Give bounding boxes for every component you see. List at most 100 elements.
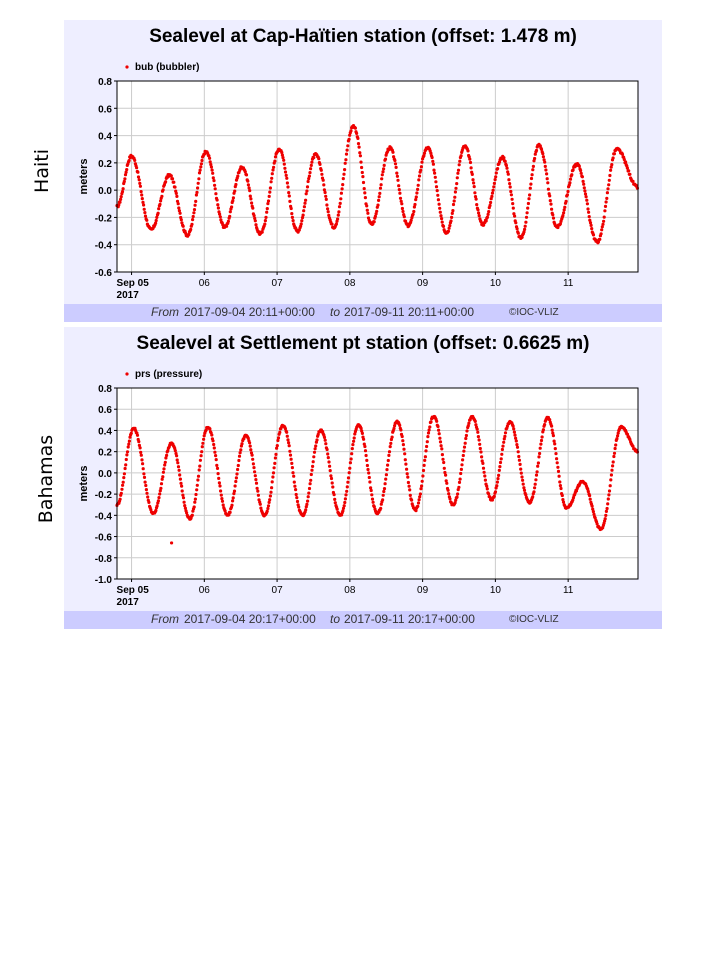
data-point bbox=[347, 471, 351, 475]
data-point bbox=[585, 198, 589, 202]
data-point bbox=[197, 171, 202, 175]
data-point bbox=[401, 443, 405, 447]
data-point bbox=[123, 173, 128, 177]
data-point bbox=[419, 487, 423, 491]
data-point bbox=[325, 203, 329, 207]
data-point bbox=[381, 493, 385, 497]
data-point bbox=[416, 504, 420, 508]
data-point bbox=[461, 458, 465, 462]
data-point bbox=[401, 439, 405, 443]
data-point bbox=[282, 158, 286, 162]
y-axis-label: meters bbox=[78, 465, 90, 501]
data-point bbox=[574, 489, 579, 493]
data-point bbox=[122, 472, 126, 476]
data-point bbox=[485, 484, 489, 488]
data-point bbox=[231, 199, 235, 203]
data-point bbox=[310, 160, 314, 164]
data-point bbox=[473, 419, 477, 423]
data-point bbox=[605, 191, 610, 195]
data-point bbox=[433, 171, 437, 175]
data-point bbox=[592, 512, 596, 516]
data-point bbox=[513, 214, 517, 218]
data-point bbox=[212, 446, 216, 450]
data-point bbox=[628, 172, 632, 176]
data-point bbox=[263, 222, 267, 226]
data-point bbox=[591, 507, 595, 511]
data-point bbox=[301, 213, 305, 217]
data-point bbox=[194, 193, 198, 197]
footer-to-word: to bbox=[330, 305, 341, 319]
data-point bbox=[125, 453, 129, 457]
data-point bbox=[231, 196, 235, 200]
data-point bbox=[414, 198, 418, 202]
data-point bbox=[546, 181, 550, 185]
data-point bbox=[273, 461, 277, 465]
data-point bbox=[531, 164, 536, 168]
data-point bbox=[355, 131, 359, 135]
data-point bbox=[290, 466, 294, 470]
data-point bbox=[586, 487, 590, 491]
data-point bbox=[128, 435, 132, 439]
data-point bbox=[460, 463, 464, 467]
data-point bbox=[133, 158, 137, 162]
data-point bbox=[407, 484, 411, 488]
data-point bbox=[441, 224, 446, 228]
data-point bbox=[550, 207, 554, 211]
data-point bbox=[135, 166, 139, 170]
data-point bbox=[218, 215, 222, 219]
data-point bbox=[477, 214, 481, 218]
data-point bbox=[284, 173, 288, 177]
data-point bbox=[173, 185, 177, 189]
data-point bbox=[283, 427, 287, 431]
y-tick-label: -0.2 bbox=[95, 213, 113, 224]
data-point bbox=[498, 460, 503, 465]
data-point bbox=[606, 187, 610, 191]
data-point bbox=[372, 505, 376, 509]
data-point bbox=[144, 483, 148, 488]
data-point bbox=[304, 192, 308, 196]
footer-to-value: 2017-09-11 20:11+00:00 bbox=[344, 305, 475, 319]
data-point bbox=[492, 185, 496, 189]
data-point bbox=[236, 174, 240, 178]
data-point bbox=[239, 448, 243, 452]
data-point bbox=[333, 497, 337, 501]
data-point bbox=[568, 181, 572, 185]
data-point bbox=[165, 453, 169, 457]
data-point bbox=[285, 434, 289, 438]
data-point bbox=[332, 493, 336, 497]
data-point bbox=[142, 475, 147, 479]
data-point bbox=[268, 186, 272, 190]
data-point bbox=[443, 470, 447, 475]
data-point bbox=[177, 468, 181, 472]
data-point bbox=[602, 215, 606, 219]
data-point bbox=[256, 493, 260, 497]
data-point bbox=[305, 189, 309, 193]
data-point bbox=[208, 160, 212, 164]
data-point bbox=[455, 495, 459, 499]
data-point bbox=[178, 473, 182, 477]
data-point bbox=[485, 215, 489, 219]
data-point bbox=[135, 433, 140, 437]
data-point bbox=[358, 151, 362, 155]
data-point bbox=[214, 192, 218, 196]
data-point bbox=[199, 162, 203, 166]
data-point bbox=[313, 447, 317, 451]
chart-title: Sealevel at Cap-Haïtien station (offset:… bbox=[149, 26, 577, 47]
data-point bbox=[444, 473, 448, 477]
data-point bbox=[556, 469, 561, 473]
data-point bbox=[341, 506, 346, 510]
data-point bbox=[312, 455, 316, 459]
data-point bbox=[394, 165, 398, 169]
data-point bbox=[490, 194, 494, 198]
data-point bbox=[164, 456, 168, 460]
data-point bbox=[579, 171, 583, 175]
data-point bbox=[553, 442, 557, 446]
data-point bbox=[392, 426, 396, 431]
data-point bbox=[119, 197, 123, 201]
data-point bbox=[145, 218, 149, 222]
x-tick-label: 10 bbox=[490, 585, 502, 596]
data-point bbox=[273, 159, 277, 163]
data-point bbox=[533, 486, 537, 490]
data-point bbox=[416, 501, 421, 505]
